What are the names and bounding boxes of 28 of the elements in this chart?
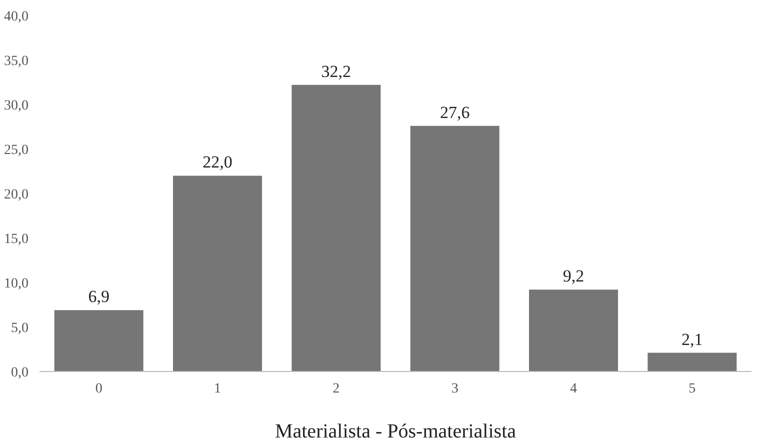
y-tick-label: 15,0 [4, 232, 28, 247]
bar [292, 84, 381, 372]
x-axis-title: Materialista - Pós-materialista [274, 420, 516, 442]
x-tick-label: 3 [451, 382, 458, 396]
bar [410, 126, 500, 372]
y-tick-label: 0,0 [11, 366, 28, 380]
bar [529, 290, 618, 372]
bar [54, 310, 144, 372]
data-label: 2,1 [682, 330, 703, 349]
y-tick-label: 40,0 [4, 10, 28, 24]
y-tick-label: 30,0 [4, 98, 28, 114]
data-label: 22,0 [202, 152, 232, 172]
y-tick-label: 20,0 [4, 188, 28, 202]
x-tick-label: 1 [214, 382, 221, 396]
x-tick-label: 2 [332, 382, 340, 396]
y-tick-label: 5,0 [11, 321, 28, 336]
x-tick-label: 5 [688, 382, 696, 396]
data-label: 6,9 [88, 287, 110, 306]
bar [648, 352, 737, 372]
data-label: 9,2 [562, 266, 584, 286]
x-tick-label: 0 [95, 382, 102, 396]
data-label: 32,2 [321, 62, 352, 81]
bar [173, 176, 262, 372]
y-tick-label: 25,0 [4, 143, 28, 158]
x-tick-label: 4 [570, 382, 577, 396]
data-label: 27,6 [440, 102, 470, 122]
y-tick-label: 10,0 [4, 276, 28, 292]
y-tick-label: 35,0 [4, 54, 28, 69]
